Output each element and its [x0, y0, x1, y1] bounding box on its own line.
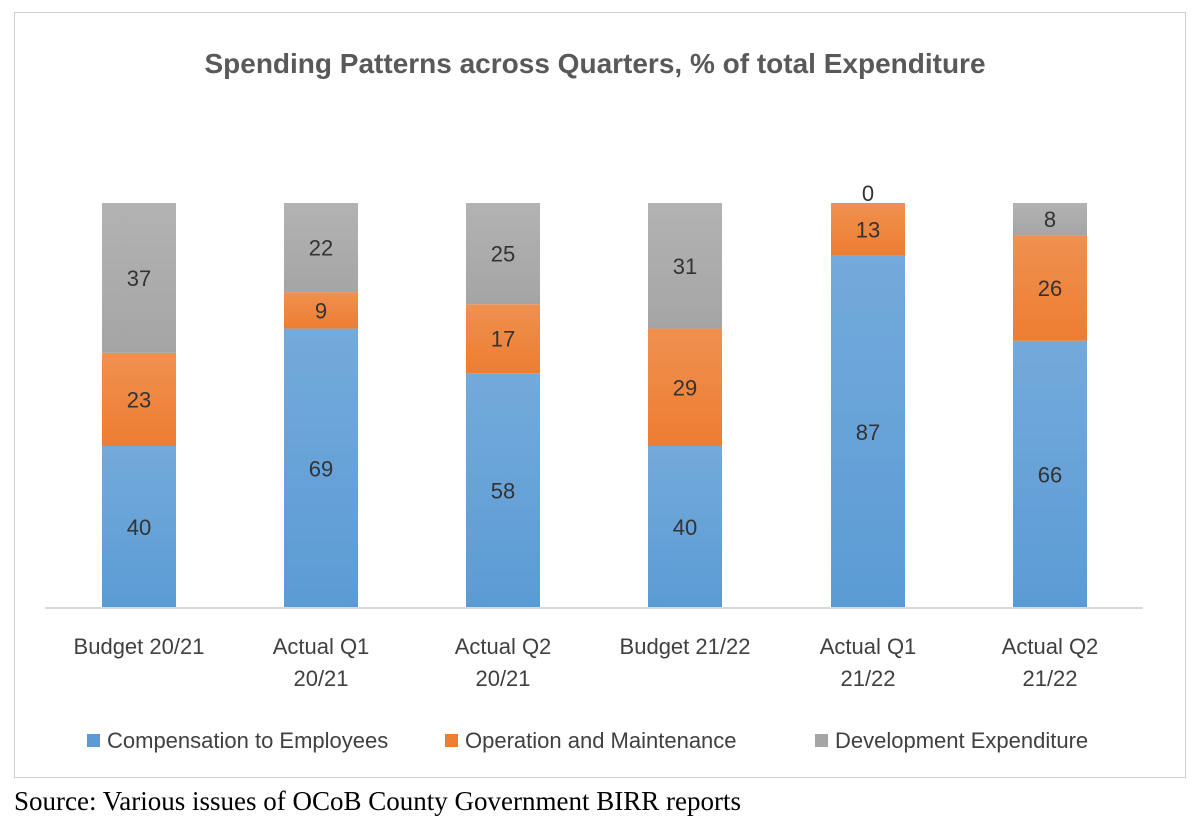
data-label-operation-0: 23: [127, 387, 151, 412]
data-label-development-2: 25: [491, 242, 515, 267]
category-label-5-1: 21/22: [1022, 666, 1077, 691]
bar-compensation-0: [102, 446, 176, 608]
legend-swatch-operation: [445, 734, 458, 747]
data-label-development-1: 22: [309, 236, 333, 261]
bar-compensation-1: [284, 328, 358, 608]
legend: Compensation to Employees Operation and M…: [87, 728, 1088, 753]
legend-swatch-compensation: [87, 734, 100, 747]
data-label-development-5: 8: [1044, 207, 1056, 232]
category-label-0-0: Budget 20/21: [74, 634, 205, 659]
bar-development-3: [648, 203, 722, 329]
data-label-compensation-1: 69: [309, 456, 333, 481]
category-label-2-0: Actual Q2: [455, 634, 552, 659]
source-note: Source: Various issues of OCoB County Go…: [14, 786, 741, 816]
legend-label-development: Development Expenditure: [835, 728, 1088, 753]
data-label-compensation-2: 58: [491, 479, 515, 504]
data-label-operation-2: 17: [491, 327, 515, 352]
data-label-operation-5: 26: [1038, 276, 1062, 301]
bar-development-1: [284, 203, 358, 293]
bar-operation-4: [831, 203, 905, 256]
bar-development-0: [102, 203, 176, 353]
data-label-development-0: 37: [127, 266, 151, 291]
legend-swatch-development: [815, 734, 828, 747]
bar-development-2: [466, 203, 540, 305]
labels-layer: 40 23 37 Budget 20/21 69 9 22 Actual Q1 20/21 58 1…: [74, 181, 1099, 691]
chart-title: Spending Patterns across Quarters, % of …: [204, 48, 985, 79]
data-label-operation-3: 29: [673, 375, 697, 400]
data-label-compensation-0: 40: [127, 515, 151, 540]
bar-operation-3: [648, 328, 722, 446]
category-label-1-1: 20/21: [293, 666, 348, 691]
bar-operation-2: [466, 304, 540, 374]
category-label-5-0: Actual Q2: [1002, 634, 1099, 659]
bar-compensation-4: [831, 255, 905, 608]
category-label-4-1: 21/22: [840, 666, 895, 691]
stacked-bar-chart: Spending Patterns across Quarters, % of …: [45, 48, 1143, 753]
data-label-compensation-5: 66: [1038, 462, 1062, 487]
category-label-3-0: Budget 21/22: [620, 634, 751, 659]
bar-operation-1: [284, 292, 358, 329]
bars-layer: [102, 203, 1087, 608]
data-label-compensation-3: 40: [673, 515, 697, 540]
category-label-2-1: 20/21: [475, 666, 530, 691]
category-label-4-0: Actual Q1: [820, 634, 917, 659]
bar-compensation-2: [466, 373, 540, 608]
chart-frame: Spending Patterns across Quarters, % of …: [14, 12, 1186, 778]
bar-compensation-3: [648, 446, 722, 608]
legend-label-compensation: Compensation to Employees: [107, 728, 388, 753]
bar-compensation-5: [1013, 340, 1087, 608]
bar-operation-5: [1013, 235, 1087, 341]
data-label-operation-4: 13: [856, 217, 880, 242]
data-label-development-4: 0: [862, 181, 874, 206]
data-label-compensation-4: 87: [856, 420, 880, 445]
legend-label-operation: Operation and Maintenance: [465, 728, 737, 753]
bar-development-5: [1013, 203, 1087, 236]
bar-operation-0: [102, 352, 176, 446]
data-label-operation-1: 9: [315, 298, 327, 323]
data-label-development-3: 31: [673, 254, 697, 279]
category-label-1-0: Actual Q1: [273, 634, 370, 659]
